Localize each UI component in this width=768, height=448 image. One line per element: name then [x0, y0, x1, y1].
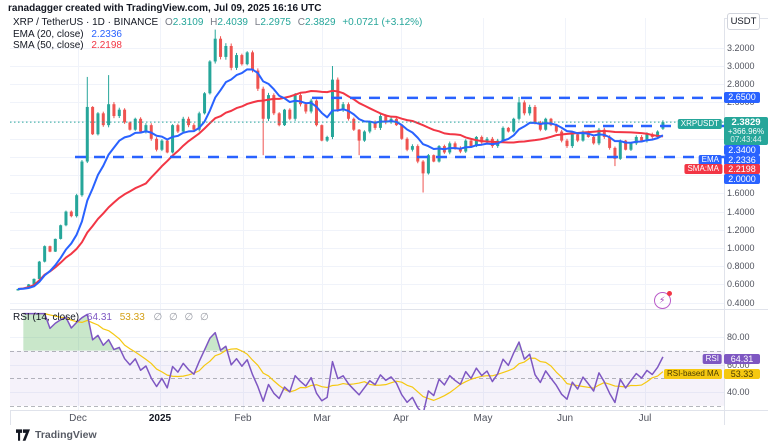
sma-value-badge: 2.2198	[724, 164, 760, 174]
notification-dot	[667, 291, 672, 296]
rsi-value: 64.31	[86, 312, 112, 323]
time-axis-label: Jul	[638, 413, 652, 424]
level-badge-2.65: 2.6500	[724, 92, 760, 103]
tradingview-logo-text: TradingView	[35, 429, 97, 441]
open-value: 2.3109	[172, 17, 204, 28]
ema-label: EMA (20, close)	[13, 29, 84, 40]
rsi-hidden-values: ∅ ∅ ∅ ∅	[153, 312, 211, 323]
sma-tag: SMA:MA	[684, 164, 722, 174]
price-tick-label: 0.4000	[727, 297, 755, 308]
time-axis-label: Feb	[234, 413, 252, 424]
time-axis-label: May	[473, 413, 493, 424]
pane-separator[interactable]	[10, 309, 768, 310]
time-axis-label: Dec	[69, 413, 87, 424]
bar-countdown: 07:43:44	[730, 135, 762, 144]
change-value: +0.0721 (+3.12%)	[342, 17, 423, 28]
price-tick-label: 0.8000	[727, 261, 755, 272]
price-axis-separator	[724, 18, 725, 425]
rsi-ma-tag: RSI-based MA	[663, 368, 722, 379]
price-tick-label: 3.2000	[727, 42, 755, 53]
axis-unit-box[interactable]: USDT	[727, 13, 760, 30]
price-chart-canvas[interactable]	[10, 18, 724, 309]
ema-tag: EMA	[698, 154, 722, 165]
rsi-value-badge: 64.31	[724, 353, 760, 364]
price-tick-label: 1.4000	[727, 206, 755, 217]
rsi-tick-label: 40.00	[727, 387, 750, 397]
rsi-pane-canvas[interactable]	[10, 309, 724, 410]
rsi-legend[interactable]: RSI (14, close) 64.31 53.33 ∅ ∅ ∅ ∅	[13, 312, 211, 323]
ema-legend[interactable]: EMA (20, close) 2.2336	[13, 29, 122, 40]
ema-value: 2.2336	[91, 29, 122, 40]
symbol-price-tag: XRPUSDT	[677, 118, 722, 129]
last-price-badge: 2.3829 +366.96% 07:43:44	[724, 117, 768, 145]
sma-legend[interactable]: SMA (50, close) 2.2198	[13, 40, 122, 51]
time-axis-label: Apr	[393, 413, 409, 424]
ema-value-badge: 2.2336	[724, 154, 760, 165]
boost-icon[interactable]: ⚡	[654, 291, 672, 309]
time-axis-label: Jun	[556, 413, 574, 424]
time-axis-label: 2025	[148, 413, 172, 424]
level-badge-2.34: 2.3400	[724, 145, 760, 155]
rsi-tag: RSI	[702, 353, 722, 364]
symbol-legend[interactable]: XRP / TetherUS · 1D · BINANCE O2.3109 H2…	[13, 17, 422, 28]
price-tick-label: 1.0000	[727, 243, 755, 253]
high-label: H	[210, 17, 218, 28]
symbol-title: XRP / TetherUS · 1D · BINANCE	[13, 17, 159, 28]
time-axis-label: Mar	[313, 413, 331, 424]
close-value: 2.3829	[304, 17, 336, 28]
low-label: L	[254, 17, 261, 28]
last-price-value: 2.3829	[731, 117, 761, 128]
last-price-change-pct: +366.96%	[727, 127, 765, 136]
level-badge-2.00: 2.0000	[724, 173, 760, 184]
rsi-label: RSI (14, close)	[13, 312, 80, 323]
lightning-icon: ⚡	[659, 294, 666, 305]
tradingview-logo-icon	[16, 429, 30, 441]
low-value: 2.2975	[260, 17, 291, 28]
price-tick-label: 1.2000	[727, 224, 755, 235]
time-axis-separator	[10, 410, 768, 411]
price-tick-label: 1.6000	[727, 188, 755, 199]
price-tick-label: 0.6000	[727, 279, 755, 290]
price-tick-label: 3.0000	[727, 61, 755, 71]
open-label: O	[165, 17, 173, 28]
rsi-ma-value-badge: 53.33	[724, 368, 760, 379]
high-value: 2.4039	[217, 17, 248, 28]
rsi-tick-label: 60.00	[727, 359, 750, 370]
sma-label: SMA (50, close)	[13, 40, 84, 51]
rsi-ma-value: 53.33	[119, 312, 145, 323]
credit-text: ranadagger created with TradingView.com,…	[8, 3, 322, 14]
price-tick-label: 2.8000	[727, 79, 755, 90]
sma-value: 2.2198	[91, 40, 122, 51]
tradingview-logo[interactable]: TradingView	[16, 429, 97, 441]
rsi-tick-label: 80.00	[727, 332, 750, 342]
close-label: C	[297, 17, 305, 28]
